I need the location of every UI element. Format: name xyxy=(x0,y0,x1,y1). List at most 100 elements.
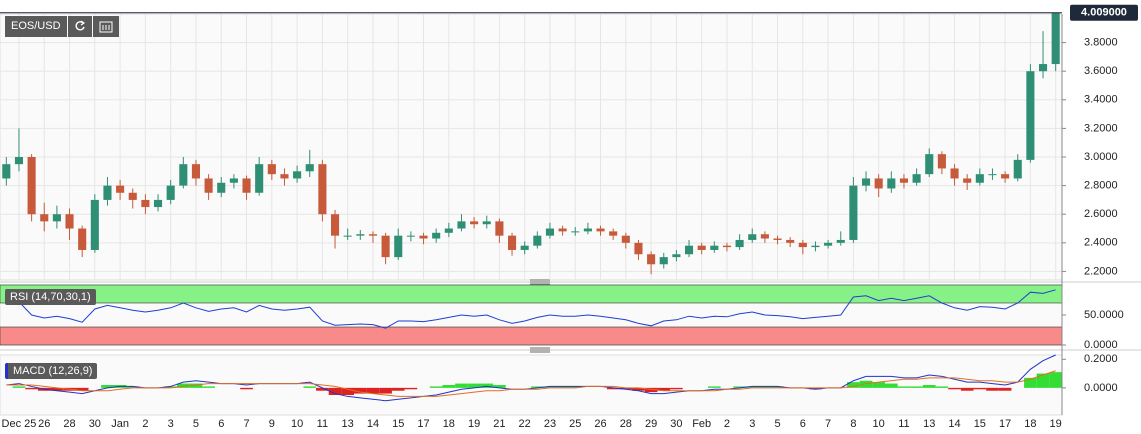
candle-body xyxy=(470,221,479,225)
calendar-icon xyxy=(99,21,113,33)
x-tick-label: 26 xyxy=(594,418,606,430)
x-tick-label: Jan xyxy=(111,418,129,430)
macd-line xyxy=(6,370,1056,397)
histogram-bar xyxy=(1036,373,1050,388)
rsi-label: RSI (14,70,30,1) xyxy=(5,289,96,305)
histogram-bar xyxy=(316,387,329,391)
candle-body xyxy=(191,164,201,179)
candle-body xyxy=(988,174,997,176)
candle-body xyxy=(558,228,567,232)
macd-line xyxy=(6,354,1056,402)
histogram-bar xyxy=(240,387,253,390)
histogram-bar xyxy=(480,383,494,388)
histogram-bar xyxy=(341,387,354,395)
candle-body xyxy=(432,232,441,239)
candle-body xyxy=(545,228,555,236)
candle-body xyxy=(128,192,137,200)
candle-body xyxy=(722,245,732,248)
histogram-bar xyxy=(101,385,114,388)
histogram-bar xyxy=(556,386,569,388)
candle-body xyxy=(217,182,226,193)
x-tick-label: 18 xyxy=(443,418,455,430)
histogram-bar xyxy=(177,383,190,388)
x-tick-label: 15 xyxy=(974,418,986,430)
candle-body xyxy=(824,242,833,246)
candle-body xyxy=(381,235,390,258)
last-price-box xyxy=(1070,4,1138,21)
histogram-bar xyxy=(771,386,784,388)
candle-body xyxy=(153,199,163,208)
x-tick-label: 14 xyxy=(948,418,960,430)
candle-body xyxy=(571,231,580,233)
histogram-bar xyxy=(973,387,987,390)
y-tick-label: 3.0000 xyxy=(1084,151,1118,163)
x-tick-label: 11 xyxy=(317,418,328,430)
x-tick-label: 3 xyxy=(168,418,174,430)
candle-body xyxy=(950,168,959,179)
candle-body xyxy=(293,171,302,179)
candle-body xyxy=(1013,159,1022,179)
histogram-bar xyxy=(657,387,671,391)
x-tick-label: 25 xyxy=(569,418,581,430)
x-tick-label: 30 xyxy=(670,418,682,430)
x-tick-label: 8 xyxy=(850,418,856,430)
y-tick-label: 3.8000 xyxy=(1084,37,1118,49)
candle-body xyxy=(887,178,896,189)
candle-body xyxy=(495,221,504,236)
x-tick-label: 18 xyxy=(1024,418,1036,430)
candle-body xyxy=(748,234,757,240)
x-tick-label: 28 xyxy=(620,418,632,430)
x-tick-label: 3 xyxy=(749,418,755,430)
histogram-bar xyxy=(885,383,898,388)
candle-body xyxy=(2,164,11,179)
x-tick-label: 7 xyxy=(825,418,831,430)
candle-body xyxy=(305,164,314,172)
candle-body xyxy=(672,254,681,258)
candle-body xyxy=(90,199,99,250)
histogram-bar xyxy=(935,386,949,388)
pane-background xyxy=(0,354,1063,416)
x-tick-label: 15 xyxy=(392,418,404,430)
candle-body xyxy=(14,157,24,165)
candle-body xyxy=(242,178,251,193)
x-tick-label: 19 xyxy=(1050,418,1062,430)
refresh-button[interactable] xyxy=(67,16,92,37)
calendar-button[interactable] xyxy=(92,16,119,37)
histogram-bar xyxy=(75,387,89,391)
histogram-bar xyxy=(644,387,658,393)
rsi-band xyxy=(0,326,1063,346)
x-tick-label: 2 xyxy=(142,418,148,430)
x-tick-label: 9 xyxy=(269,418,275,430)
symbol-button[interactable]: EOS/USD xyxy=(5,16,67,37)
y-tick-label: 3.2000 xyxy=(1084,122,1118,134)
histogram-bar xyxy=(164,386,177,388)
y-tick-label: 0.2000 xyxy=(1084,353,1118,365)
y-tick-label: 2.6000 xyxy=(1084,208,1118,220)
x-tick-label: 21 xyxy=(493,418,505,430)
histogram-bar xyxy=(606,387,620,390)
histogram-bar xyxy=(404,387,418,390)
pane-background xyxy=(0,13,1063,281)
histogram-bar xyxy=(1024,377,1037,388)
histogram-bar xyxy=(998,387,1012,391)
histogram-bar xyxy=(391,387,405,391)
histogram-bar xyxy=(872,382,885,388)
x-tick-label: 29 xyxy=(645,418,657,430)
last-price-label: 4.009000 xyxy=(1081,7,1127,19)
candle-body xyxy=(710,245,719,250)
candle-body xyxy=(735,239,744,248)
candle-body xyxy=(861,178,871,186)
candle-body xyxy=(912,174,921,183)
y-tick-label: 3.4000 xyxy=(1084,94,1118,106)
candle-body xyxy=(482,221,491,225)
toolbar: EOS/USD xyxy=(5,16,120,37)
x-tick-label: 11 xyxy=(898,418,909,430)
candle-body xyxy=(1051,12,1060,65)
histogram-bar xyxy=(619,387,633,390)
x-tick-label: 7 xyxy=(243,418,249,430)
x-tick-label: 23 xyxy=(544,418,556,430)
candle-body xyxy=(457,221,466,229)
candle-body xyxy=(419,235,428,239)
x-tick-label: 30 xyxy=(89,418,101,430)
